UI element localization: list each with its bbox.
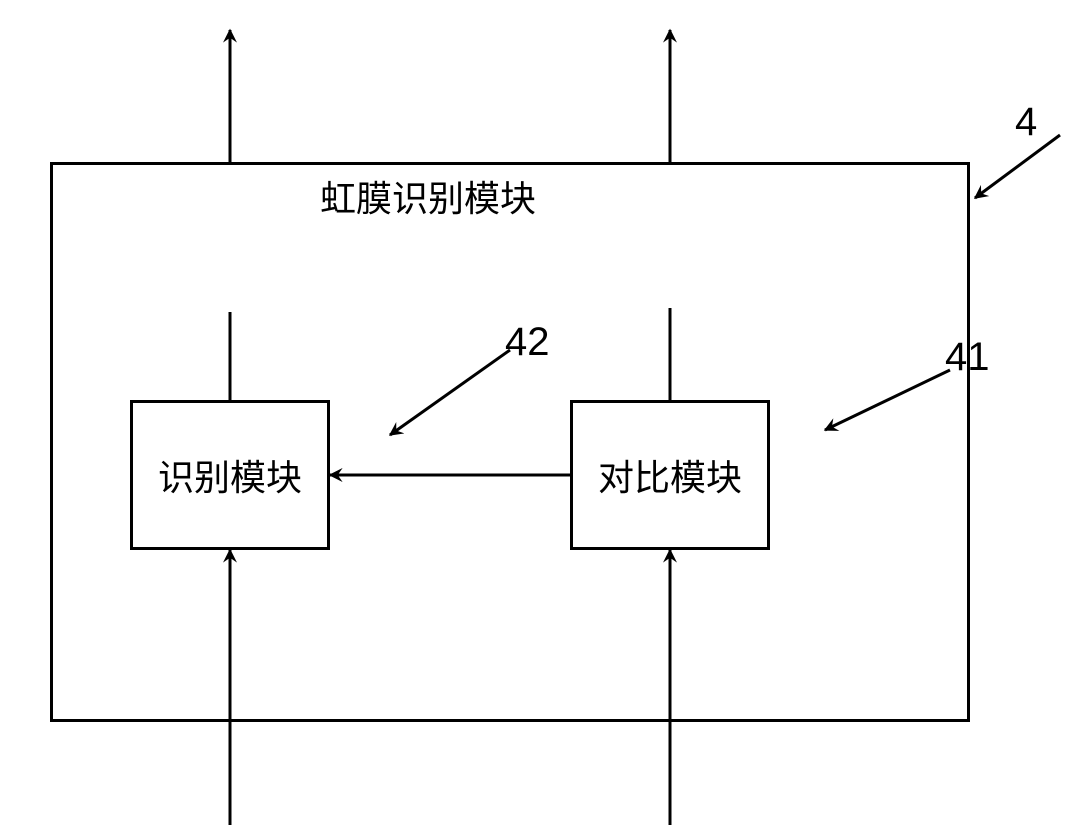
block-diagram: 虹膜识别模块 识别模块 对比模块 4 42 41 [0,0,1078,839]
reference-label-41: 41 [945,335,990,380]
outer-module-title: 虹膜识别模块 [320,170,536,222]
comparison-module-label: 对比模块 [598,449,742,501]
reference-label-4: 4 [1015,100,1037,145]
recognition-module-box: 识别模块 [130,400,330,550]
recognition-module-label: 识别模块 [158,449,302,501]
comparison-module-box: 对比模块 [570,400,770,550]
reference-label-42: 42 [505,320,550,365]
